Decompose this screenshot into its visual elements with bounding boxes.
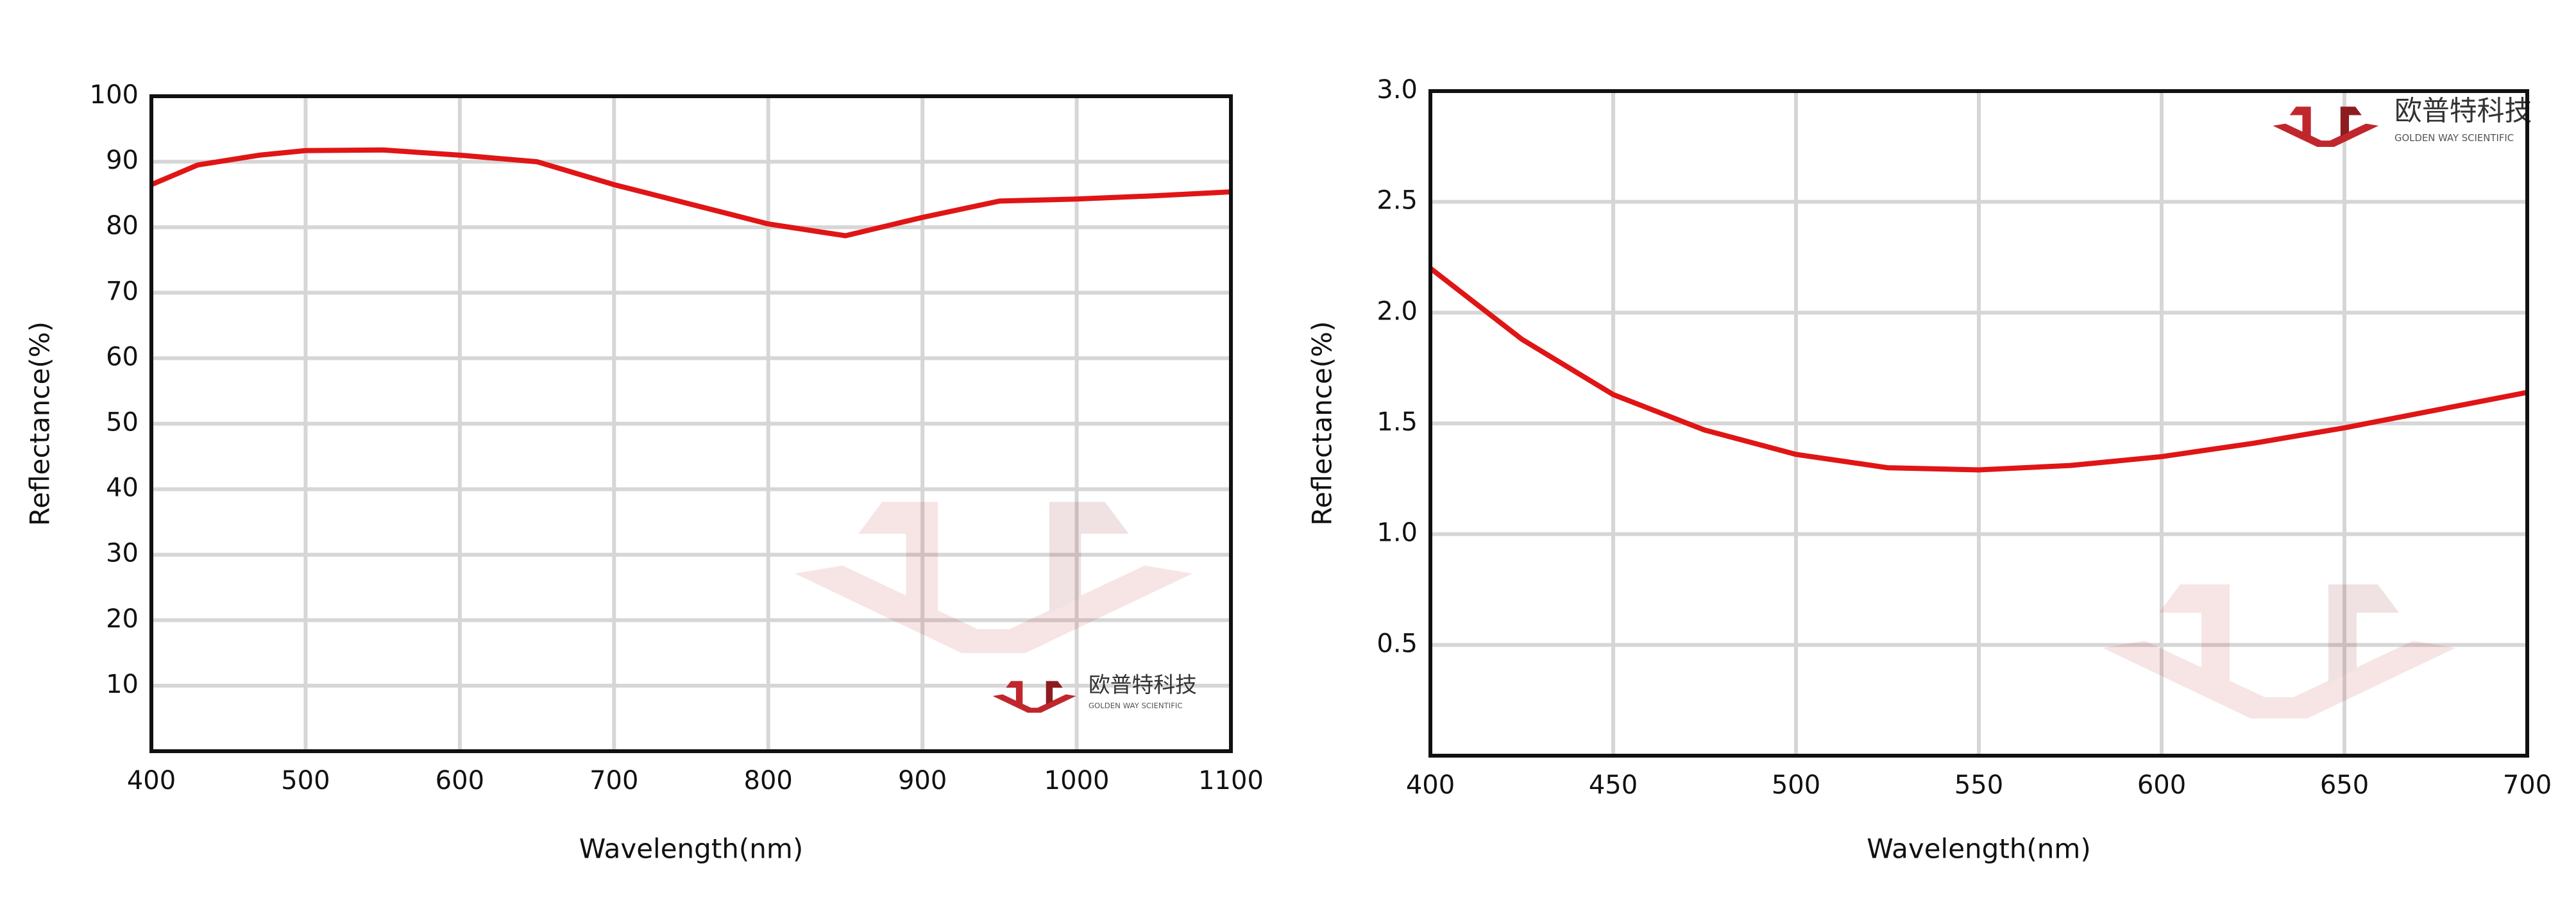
y-tick-label: 3.0 <box>1377 75 1418 105</box>
y-tick-label: 80 <box>106 211 139 241</box>
logo-mark <box>2103 584 2455 718</box>
x-tick-label: 400 <box>1406 770 1455 800</box>
y-tick-label: 1.0 <box>1377 518 1418 548</box>
logo-name: 欧普特科技 <box>1089 672 1197 697</box>
x-tick-label: 800 <box>744 766 793 795</box>
logo-shape <box>992 694 1076 713</box>
logo-shape <box>2103 641 2455 718</box>
logo-shape <box>1006 681 1023 704</box>
logo-mark <box>2273 106 2379 147</box>
y-tick-label: 60 <box>106 342 139 371</box>
data-line <box>1428 266 2528 473</box>
logo-mark <box>992 681 1076 713</box>
logo-shape <box>2159 584 2230 683</box>
x-tick-label: 700 <box>2503 770 2552 800</box>
logo-shape <box>2340 106 2362 137</box>
y-tick-label: 70 <box>106 276 139 306</box>
y-tick-label: 20 <box>106 604 139 634</box>
logo-shape <box>2273 123 2379 147</box>
y-tick-label: 1.5 <box>1377 407 1418 437</box>
x-tick-label: 650 <box>2320 770 2369 800</box>
logo-shape <box>2328 584 2399 683</box>
logo-shape <box>858 502 938 613</box>
x-tick-label: 700 <box>589 766 638 795</box>
x-tick-label: 450 <box>1589 770 1638 800</box>
logo-shape <box>2289 106 2311 137</box>
y-axis-label: Reflectance(%) <box>1307 321 1338 526</box>
data-line <box>150 147 1232 239</box>
x-tick-label: 600 <box>436 766 484 795</box>
logo-mark <box>795 502 1192 653</box>
y-tick-label: 100 <box>90 80 139 110</box>
logo-name: 欧普特科技 <box>2394 96 2532 128</box>
x-tick-label: 500 <box>1772 770 1820 800</box>
y-tick-label: 40 <box>106 473 139 503</box>
y-tick-label: 0.5 <box>1377 629 1418 658</box>
y-tick-label: 30 <box>106 539 139 568</box>
y-tick-label: 10 <box>106 670 139 699</box>
y-tick-label: 90 <box>106 146 139 175</box>
x-axis-label: Wavelength(nm) <box>579 833 803 865</box>
logo-shape <box>1046 681 1063 704</box>
x-axis-label: Wavelength(nm) <box>1867 833 2090 865</box>
logo-subtitle: GOLDEN WAY SCIENTIFIC <box>1089 701 1183 710</box>
y-tick-label: 2.5 <box>1377 186 1418 216</box>
y-tick-label: 50 <box>106 408 139 438</box>
logo-shape <box>1049 502 1129 613</box>
x-tick-label: 600 <box>2137 770 2186 800</box>
y-tick-label: 2.0 <box>1377 296 1418 326</box>
x-tick-label: 900 <box>898 766 947 795</box>
plot-frame <box>1428 89 2529 758</box>
x-tick-label: 1000 <box>1044 766 1110 795</box>
x-tick-label: 500 <box>281 766 330 795</box>
y-axis-label: Reflectance(%) <box>24 321 56 526</box>
x-tick-label: 400 <box>127 766 176 795</box>
logo-subtitle: GOLDEN WAY SCIENTIFIC <box>2394 132 2514 144</box>
x-tick-label: 1100 <box>1198 766 1264 795</box>
x-tick-label: 550 <box>1954 770 2003 800</box>
plot-frame <box>149 94 1233 753</box>
logo-shape <box>795 565 1192 653</box>
